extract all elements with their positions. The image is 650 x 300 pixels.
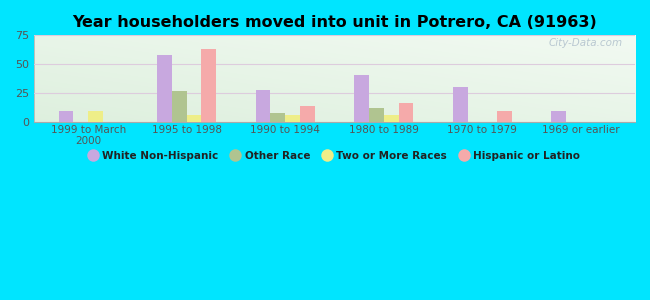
- Bar: [354, 75, 369, 122]
- Bar: [58, 112, 73, 122]
- Bar: [497, 112, 512, 122]
- Bar: [88, 112, 103, 122]
- Bar: [202, 49, 216, 122]
- Bar: [172, 91, 187, 122]
- Title: Year householders moved into unit in Potrero, CA (91963): Year householders moved into unit in Pot…: [72, 15, 597, 30]
- Bar: [285, 115, 300, 122]
- Bar: [551, 112, 566, 122]
- Bar: [157, 55, 172, 122]
- Bar: [187, 115, 202, 122]
- Bar: [453, 87, 467, 122]
- Bar: [300, 106, 315, 122]
- Bar: [398, 103, 413, 122]
- Bar: [270, 112, 285, 122]
- Bar: [384, 115, 398, 122]
- Text: City-Data.com: City-Data.com: [549, 38, 623, 48]
- Bar: [255, 89, 270, 122]
- Legend: White Non-Hispanic, Other Race, Two or More Races, Hispanic or Latino: White Non-Hispanic, Other Race, Two or M…: [84, 146, 584, 165]
- Bar: [369, 108, 384, 122]
